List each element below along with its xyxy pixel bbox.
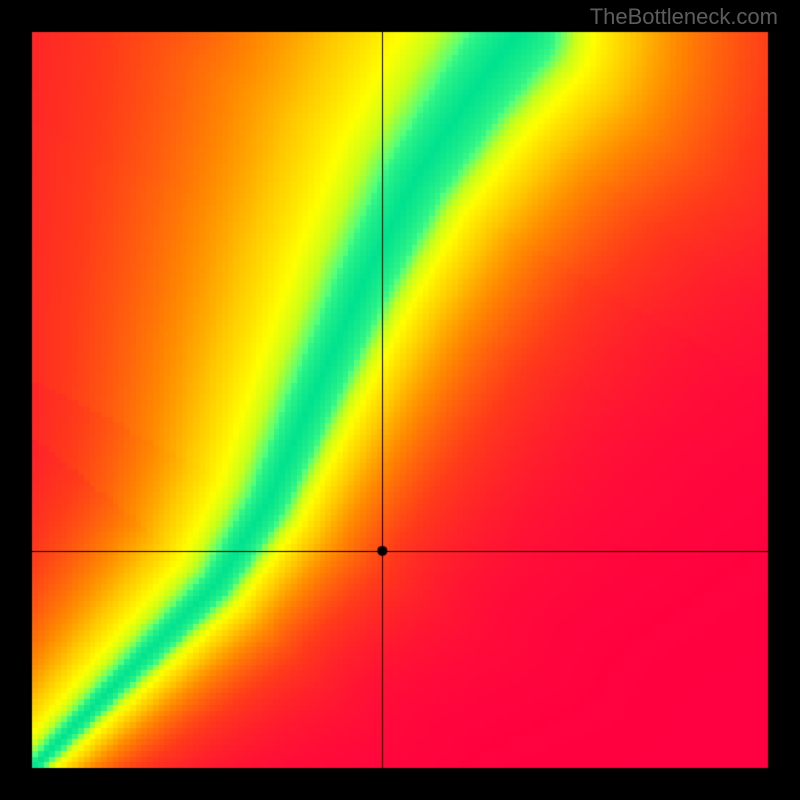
watermark-text: TheBottleneck.com bbox=[590, 4, 778, 30]
figure-container: TheBottleneck.com bbox=[0, 0, 800, 800]
heatmap-canvas bbox=[0, 0, 800, 800]
